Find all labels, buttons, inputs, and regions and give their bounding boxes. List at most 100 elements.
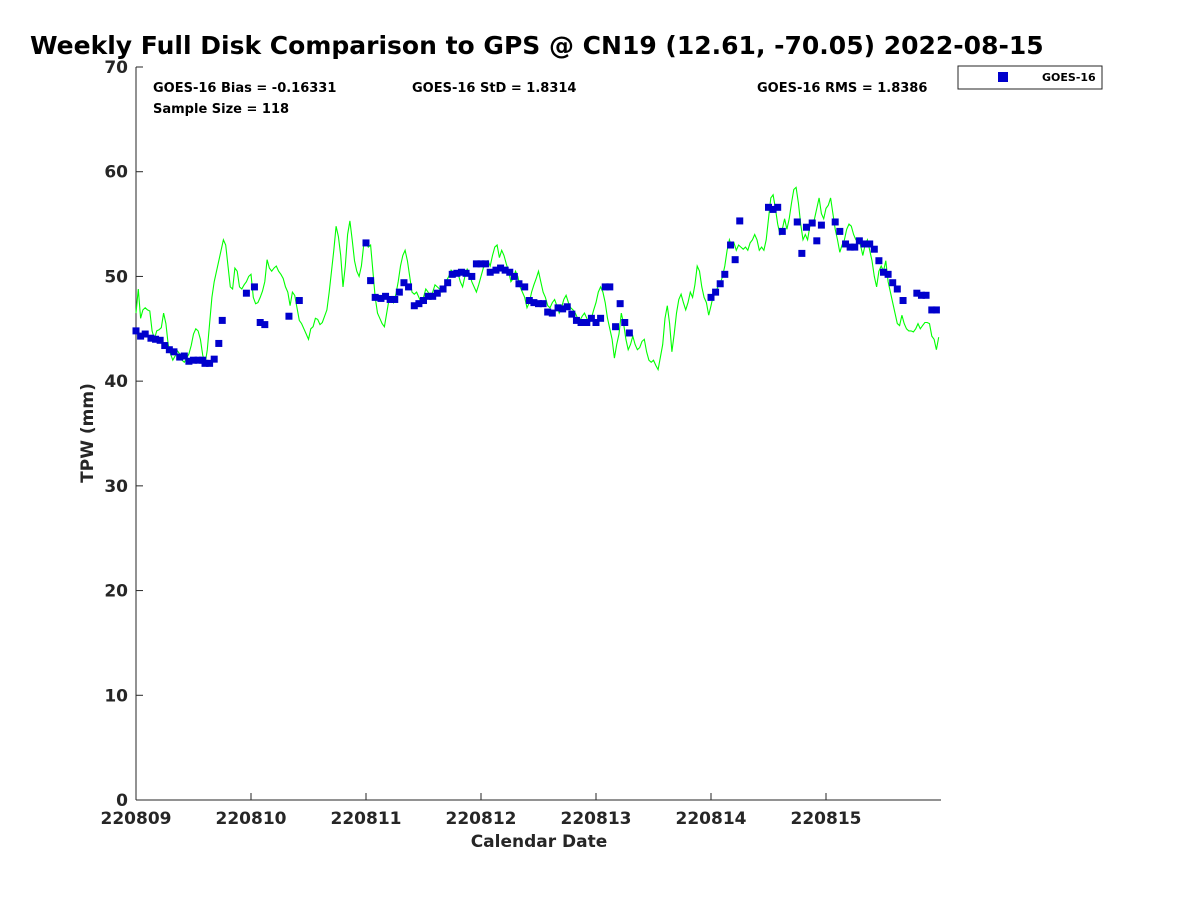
- goes16-point: [462, 269, 470, 277]
- goes16-point: [712, 288, 720, 296]
- bias-stat: GOES-16 Bias = -0.16331: [153, 81, 336, 96]
- goes16-point: [802, 223, 810, 231]
- goes16-point: [367, 277, 375, 285]
- goes16-point: [525, 297, 533, 305]
- goes16-point: [727, 241, 735, 249]
- goes16-point: [592, 319, 600, 327]
- goes16-point: [917, 291, 925, 299]
- goes16-series: [132, 203, 940, 367]
- goes16-point: [831, 218, 839, 226]
- goes16-point: [201, 359, 209, 367]
- goes16-point: [836, 227, 844, 235]
- goes16-point: [707, 293, 715, 301]
- goes16-point: [444, 279, 452, 287]
- goes16-point: [769, 205, 777, 213]
- goes16-point: [913, 289, 921, 297]
- goes16-point: [548, 309, 556, 317]
- goes16-point: [415, 300, 423, 308]
- goes16-point: [778, 227, 786, 235]
- goes16-point: [563, 303, 571, 311]
- goes16-point: [256, 319, 264, 327]
- goes16-point: [477, 260, 485, 268]
- goes16-point: [510, 272, 518, 280]
- goes16-point: [362, 239, 370, 247]
- goes16-point: [141, 330, 149, 338]
- goes16-point: [424, 292, 432, 300]
- goes16-point: [866, 240, 874, 248]
- goes16-point: [218, 316, 226, 324]
- goes16-point: [530, 299, 538, 307]
- legend: GOES-16: [957, 65, 1103, 90]
- y-axis-label: TPW (mm): [78, 383, 98, 483]
- goes16-point: [842, 240, 850, 248]
- goes16-point: [587, 314, 595, 322]
- goes16-point: [295, 297, 303, 305]
- y-tick-label: 50: [104, 267, 128, 287]
- goes16-point: [400, 279, 408, 287]
- sample-size-stat: Sample Size = 118: [153, 102, 289, 117]
- goes16-point: [132, 327, 140, 335]
- x-tick-label: 220815: [791, 809, 862, 829]
- std-stat: GOES-16 StD = 1.8314: [412, 81, 576, 96]
- goes16-point: [468, 272, 476, 280]
- legend-label: GOES-16: [1042, 71, 1096, 84]
- y-tick-label: 40: [104, 372, 128, 392]
- ticks-group: 0 10 20 30 40 50 60 70 220809 220810 220811 220812 2…: [101, 58, 862, 829]
- goes16-point: [808, 219, 816, 227]
- goes16-point: [572, 316, 580, 324]
- goes16-point: [242, 289, 250, 297]
- goes16-point: [606, 283, 614, 291]
- goes16-point: [457, 268, 465, 276]
- goes16-point: [147, 334, 155, 342]
- goes16-point: [472, 260, 480, 268]
- goes16-point: [846, 243, 854, 251]
- goes16-point: [395, 288, 403, 296]
- goes16-point: [410, 302, 418, 310]
- goes16-point: [793, 218, 801, 226]
- x-tick-label: 220811: [331, 809, 402, 829]
- x-tick-label: 220809: [101, 809, 172, 829]
- goes16-point: [137, 332, 145, 340]
- goes16-point: [731, 256, 739, 264]
- goes16-point: [190, 356, 197, 364]
- goes16-point: [860, 240, 868, 248]
- goes16-point: [420, 297, 427, 305]
- goes16-point: [736, 217, 744, 225]
- goes16-point: [817, 221, 825, 229]
- goes16-point: [165, 346, 173, 354]
- goes16-point: [156, 336, 164, 344]
- goes16-point: [597, 314, 605, 322]
- x-tick-label: 220812: [446, 809, 517, 829]
- gps-series: [135, 186, 940, 372]
- goes16-point: [535, 300, 542, 308]
- goes16-point: [486, 268, 494, 276]
- goes16-point: [492, 266, 500, 274]
- goes16-point: [439, 285, 447, 293]
- goes16-point: [612, 323, 620, 331]
- goes16-point: [554, 304, 562, 312]
- goes16-point: [889, 279, 897, 287]
- gps-line: [135, 186, 940, 372]
- goes16-point: [405, 283, 413, 291]
- x-tick-label: 220810: [216, 809, 287, 829]
- x-tick-label: 220814: [676, 809, 747, 829]
- y-tick-label: 30: [104, 477, 128, 497]
- goes16-point: [482, 260, 490, 268]
- y-tick-label: 0: [116, 791, 128, 811]
- goes16-point: [621, 319, 629, 327]
- x-axis-label: Calendar Date: [471, 832, 608, 852]
- goes16-point: [215, 339, 223, 347]
- goes16-point: [386, 295, 394, 303]
- goes16-point: [568, 310, 576, 318]
- goes16-point: [577, 319, 585, 327]
- goes16-point: [176, 353, 184, 361]
- legend-box: [957, 65, 1103, 90]
- goes16-point: [250, 283, 258, 291]
- goes16-point: [716, 280, 724, 288]
- goes16-point: [515, 280, 523, 288]
- plot-background: [136, 67, 941, 800]
- goes16-point: [774, 203, 782, 211]
- goes16-point: [884, 270, 892, 278]
- goes16-point: [506, 268, 514, 276]
- goes16-point: [855, 237, 863, 245]
